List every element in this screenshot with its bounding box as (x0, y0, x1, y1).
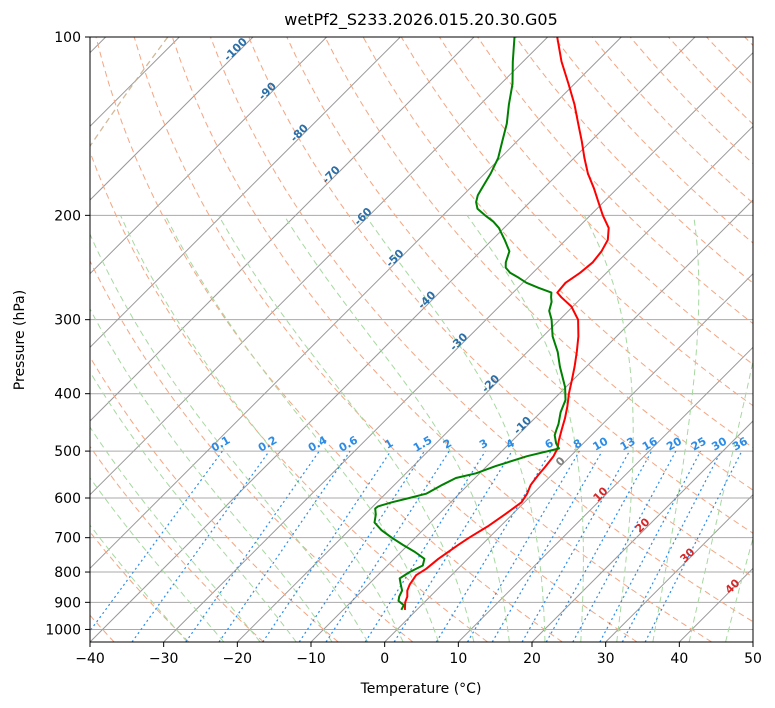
x-tick-label: −10 (296, 651, 326, 667)
mixing-ratio-line (131, 450, 270, 642)
x-tick-label: −20 (223, 651, 253, 667)
dry-adiabat-line (90, 445, 264, 642)
moist-adiabat-line (466, 215, 584, 642)
moist-adiabat-line (90, 308, 333, 642)
x-tick-label: 30 (597, 651, 615, 667)
y-tick-label: 300 (54, 313, 81, 329)
mixing-ratio-line (644, 450, 743, 642)
isotherm-line (90, 37, 696, 642)
isotherm-line (90, 37, 254, 201)
mixing-ratio-line (218, 450, 351, 642)
isotherm-line (236, 125, 753, 642)
isotherm-line (90, 37, 622, 570)
dry-adiabat-line (210, 37, 753, 623)
x-tick-label: 40 (670, 651, 688, 667)
dry-adiabat-line (248, 37, 753, 578)
isotherm-line (90, 37, 475, 422)
dry-adiabat-line (90, 259, 414, 642)
dry-adiabat-line (133, 37, 638, 642)
mixing-ratio-line (572, 450, 677, 642)
plot-frame (89, 36, 754, 643)
isotherm-line (605, 493, 753, 642)
isotherm-line (163, 51, 753, 642)
isotherm-line (90, 37, 401, 349)
mixing-ratio-line (545, 450, 653, 642)
y-tick-label: 1000 (45, 622, 81, 638)
mixing-ratio-line (393, 450, 513, 642)
dewpoint-trace (373, 37, 567, 611)
y-tick-label: 500 (54, 444, 81, 460)
y-axis-title: Pressure (hPa) (12, 290, 28, 390)
x-tick-label: 0 (380, 651, 389, 667)
sounding-traces (373, 37, 610, 611)
axis-ticks: −40 −30 −20 −10 0 10 20 30 40 50 100 200 300 400 500 60… (45, 30, 762, 667)
mixing-ratio-line (491, 450, 603, 642)
isotherm-line (457, 346, 753, 642)
mixing-ratio-line (621, 450, 722, 642)
isotherm-line (90, 37, 549, 496)
temperature-trace (403, 37, 610, 610)
mixing-ratio-line (521, 450, 631, 642)
x-tick-label: 20 (523, 651, 541, 667)
x-axis-title: Temperature (°C) (360, 681, 482, 697)
y-tick-label: 700 (54, 531, 81, 547)
x-tick-label: 10 (449, 651, 467, 667)
x-tick-label: −30 (149, 651, 179, 667)
moist-adiabat-line (652, 215, 700, 642)
moist-adiabat-line (283, 215, 510, 642)
moist-adiabat-line (583, 215, 634, 642)
moist-adiabat-line (90, 476, 225, 642)
mixing-ratio-line (466, 450, 580, 642)
y-tick-label: 900 (54, 595, 81, 611)
background-grid (90, 37, 753, 642)
moist-adiabat-line (364, 215, 546, 642)
x-tick-label: 50 (744, 651, 762, 667)
y-tick-label: 800 (54, 565, 81, 581)
y-tick-label: 400 (54, 387, 81, 403)
dry-adiabat-line (324, 37, 753, 491)
dry-adiabat-line (515, 37, 753, 284)
y-tick-label: 200 (54, 208, 81, 224)
dry-adiabat-line (95, 37, 563, 642)
mixing-ratio-line (185, 450, 320, 642)
moist-adiabat-line (164, 215, 439, 642)
moist-adiabat-line (90, 232, 369, 642)
isotherm-line (90, 37, 328, 275)
mixing-ratio-line (599, 450, 702, 642)
moist-adiabat-line (90, 426, 261, 642)
moist-adiabat-line (218, 215, 475, 642)
moist-adiabat-line (120, 215, 404, 642)
isotherm-line (384, 272, 753, 642)
moist-adiabat-line (90, 370, 297, 642)
dry-adiabat-line (286, 37, 753, 534)
mixing-ratio-line (298, 450, 425, 642)
isotherm-line (531, 420, 753, 642)
x-tick-label: −40 (75, 651, 105, 667)
chart-title: wetPf2_S233.2026.015.20.30.G05 (284, 10, 558, 30)
y-tick-label: 600 (54, 491, 81, 507)
y-tick-label: 100 (54, 30, 81, 46)
dry-adiabat-line (171, 37, 712, 642)
mixing-ratio-line (262, 450, 392, 642)
